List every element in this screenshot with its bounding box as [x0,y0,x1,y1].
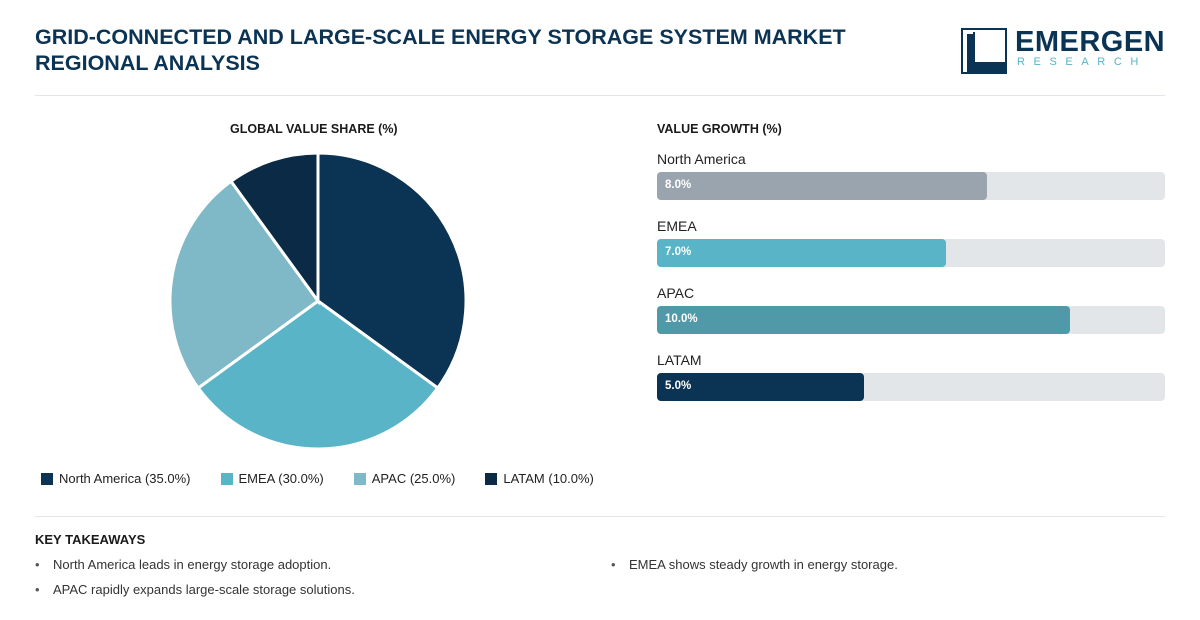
bar-category-label: EMEA [657,218,697,234]
legend-swatch [353,472,366,485]
bar-fill-apac: 10.0% [657,306,1070,334]
bar-category-label: North America [657,151,746,167]
bar-category-label: LATAM [657,352,702,368]
page-title: GRID-CONNECTED AND LARGE-SCALE ENERGY ST… [35,25,846,75]
bar-fill-emea: 7.0% [657,239,947,267]
bar-fill-latam: 5.0% [657,373,864,401]
bar-row-latam: LATAM 5.0% [657,351,1165,418]
pie-chart [168,151,468,451]
legend-swatch [485,472,498,485]
logo-mark-icon [961,28,1007,74]
pie-slice-apac [168,179,321,391]
logo-subword: RESEARCH [1017,56,1147,68]
bar-track: 7.0% [657,239,1165,267]
legend-label: APAC (25.0%) [371,471,456,486]
takeaways-list-left: North America leads in energy storage ad… [35,557,355,607]
header: GRID-CONNECTED AND LARGE-SCALE ENERGY ST… [35,24,1165,84]
logo-word: EMERGEN [1015,26,1166,58]
legend-label: LATAM (10.0%) [503,471,594,486]
key-takeaways-title: KEY TAKEAWAYS [35,532,146,547]
pie-legend: North America (35.0%) EMEA (30.0%) APAC … [41,471,624,486]
growth-bar-chart: North America 8.0% EMEA 7.0% APAC 10.0% … [657,150,1165,418]
bar-fill-north-america: 8.0% [657,172,988,200]
legend-label: EMEA (30.0%) [238,471,324,486]
header-divider [35,95,1165,96]
emergen-logo[interactable]: EMERGEN RESEARCH [961,26,1165,74]
bar-value-label: 10.0% [665,313,698,325]
bar-value-label: 7.0% [665,246,692,258]
bar-row-emea: EMEA 7.0% [657,217,1165,284]
bar-value-label: 8.0% [665,179,692,191]
legend-item-latam: LATAM (10.0%) [485,471,594,486]
bar-chart-title: VALUE GROWTH (%) [657,122,782,136]
bar-track: 8.0% [657,172,1165,200]
legend-label: North America (35.0%) [59,471,191,486]
legend-swatch [220,472,233,485]
legend-item-north-america: North America (35.0%) [41,471,191,486]
pie-chart-title: GLOBAL VALUE SHARE (%) [230,122,398,136]
takeaway-item: North America leads in energy storage ad… [35,557,355,582]
pie-slice-emea [196,299,440,451]
section-divider [35,516,1165,517]
takeaway-item: EMEA shows steady growth in energy stora… [611,557,898,582]
bar-track: 10.0% [657,306,1165,334]
takeaway-item: APAC rapidly expands large-scale storage… [35,582,355,607]
legend-item-apac: APAC (25.0%) [353,471,456,486]
takeaways-list-right: EMEA shows steady growth in energy stora… [611,557,898,582]
bar-row-apac: APAC 10.0% [657,284,1165,351]
pie-slice-latam [228,151,320,306]
legend-swatch [41,472,53,485]
bar-category-label: APAC [657,285,695,301]
legend-item-emea: EMEA (30.0%) [220,471,324,486]
bar-track: 5.0% [657,373,1165,401]
pie-slice-north-america [316,151,468,391]
bar-row-north-america: North America 8.0% [657,150,1165,217]
bar-value-label: 5.0% [665,380,692,392]
